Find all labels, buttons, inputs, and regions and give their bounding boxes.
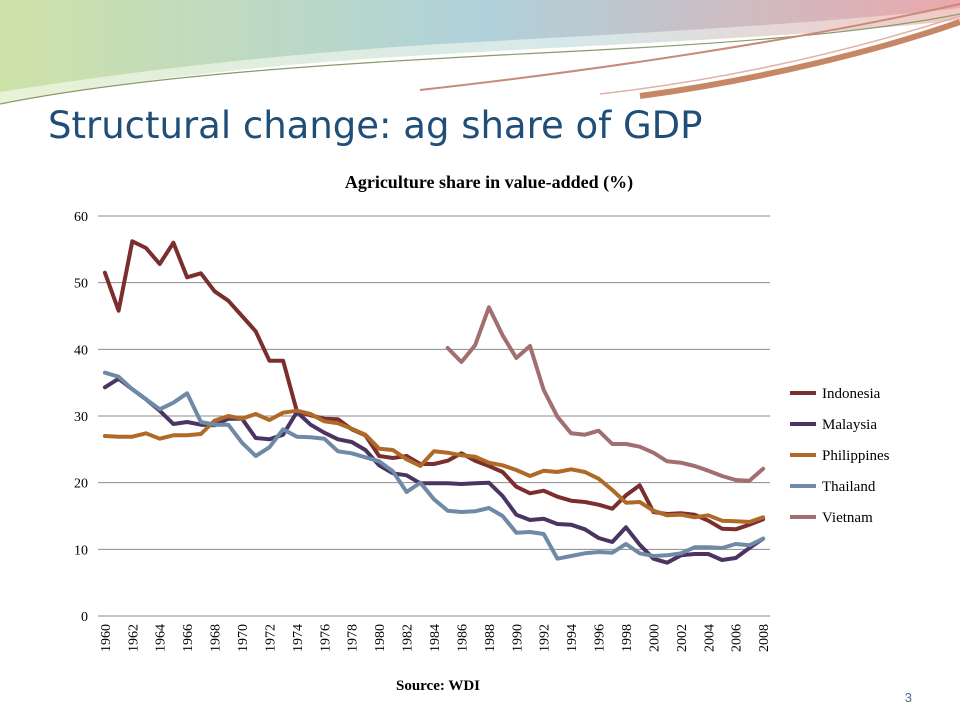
x-tick-label: 1976 xyxy=(318,624,333,652)
x-tick-label: 1974 xyxy=(291,624,306,652)
decorative-header-swoosh xyxy=(0,0,960,105)
x-tick-label: 1986 xyxy=(455,624,470,652)
y-tick-label: 60 xyxy=(74,210,88,225)
series-lines xyxy=(102,239,766,565)
x-tick-label: 2000 xyxy=(647,624,662,652)
series-line-philippines xyxy=(102,408,766,524)
slide-title: Structural change: ag share of GDP xyxy=(48,104,703,147)
x-axis-ticks: 1960 1962 1964 1966 1968 1970 1972 1974 1976 1978… xyxy=(99,624,772,652)
x-tick-label: 1988 xyxy=(483,624,498,652)
series-line-vietnam xyxy=(445,305,766,483)
y-tick-label: 50 xyxy=(74,277,88,292)
x-tick-label: 1968 xyxy=(209,624,224,652)
x-tick-label: 1996 xyxy=(593,624,608,652)
x-tick-label: 1964 xyxy=(154,624,169,652)
y-axis-ticks: 0 10 20 30 40 50 60 xyxy=(74,210,88,625)
x-tick-label: 1966 xyxy=(181,624,196,652)
x-tick-label: 1982 xyxy=(401,624,416,652)
legend-label: Vietnam xyxy=(822,510,873,526)
x-tick-label: 2002 xyxy=(675,624,690,652)
legend-label: Philippines xyxy=(822,448,890,464)
x-tick-label: 1992 xyxy=(538,624,553,652)
x-tick-label: 2008 xyxy=(757,624,772,652)
legend: Indonesia Malaysia Philippines Thailand Viet… xyxy=(790,386,890,526)
y-tick-label: 10 xyxy=(74,543,88,558)
x-tick-label: 1994 xyxy=(565,624,580,652)
legend-label: Malaysia xyxy=(822,417,877,433)
x-axis-label: Source: WDI xyxy=(396,678,480,694)
x-tick-label: 1980 xyxy=(373,624,388,652)
page-number: 3 xyxy=(904,690,912,705)
y-tick-label: 40 xyxy=(74,343,88,358)
y-tick-label: 30 xyxy=(74,410,88,425)
x-tick-label: 1978 xyxy=(346,624,361,652)
legend-label: Indonesia xyxy=(822,386,881,402)
series-line-malaysia xyxy=(102,376,766,565)
x-tick-label: 2006 xyxy=(730,624,745,652)
x-tick-label: 1998 xyxy=(620,624,635,652)
series-line-indonesia xyxy=(102,239,766,532)
x-tick-label: 2004 xyxy=(702,624,717,652)
legend-label: Thailand xyxy=(822,479,876,495)
x-tick-label: 1990 xyxy=(510,624,525,652)
x-tick-label: 1962 xyxy=(126,624,141,652)
x-tick-label: 1960 xyxy=(99,624,114,652)
x-tick-label: 1970 xyxy=(236,624,251,652)
x-tick-label: 1984 xyxy=(428,624,443,652)
series-line-thailand xyxy=(102,370,766,561)
chart-title: Agriculture share in value-added (%) xyxy=(345,172,633,193)
y-tick-label: 0 xyxy=(81,610,88,625)
x-tick-label: 1972 xyxy=(263,624,278,652)
y-tick-label: 20 xyxy=(74,477,88,492)
